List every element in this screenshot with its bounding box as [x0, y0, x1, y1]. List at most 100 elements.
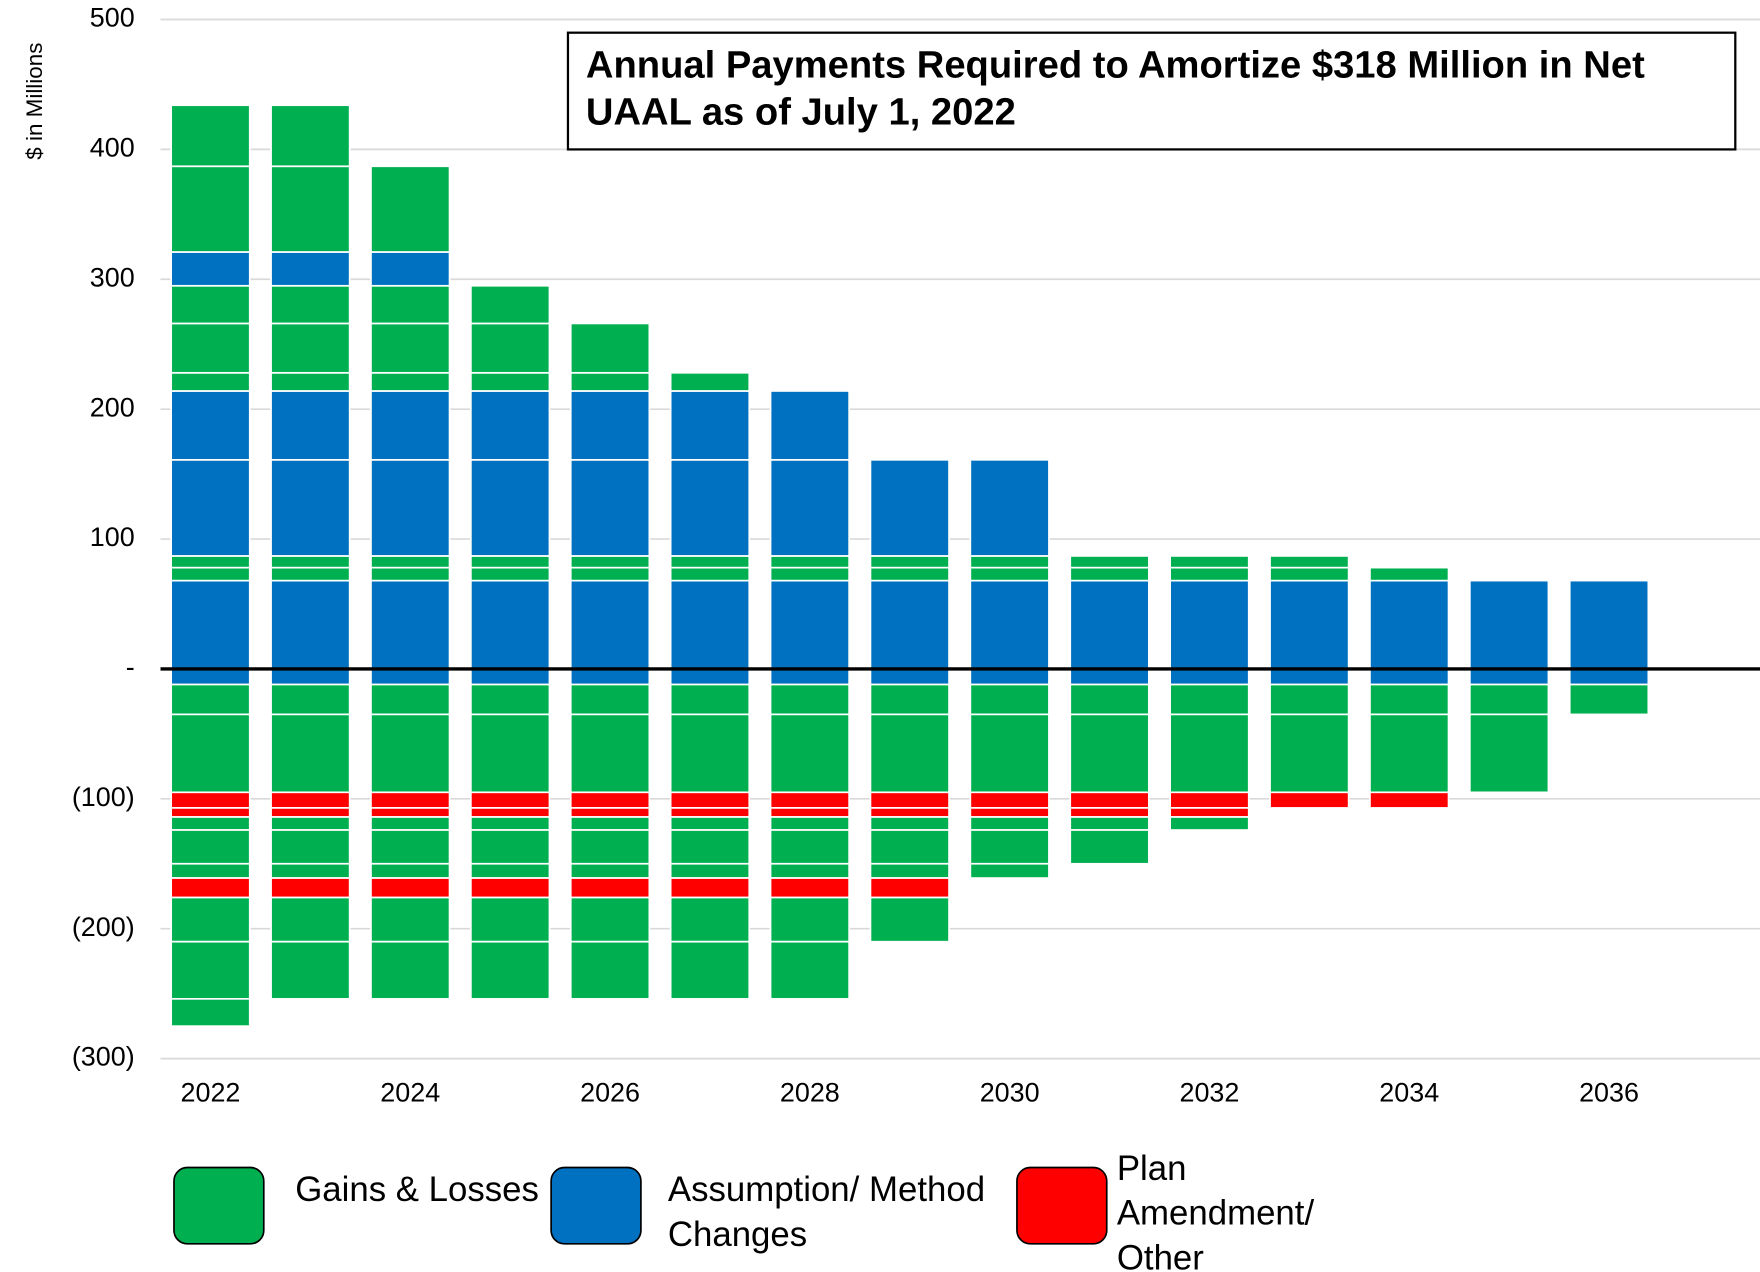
bar-segment — [370, 816, 451, 831]
legend-label: Assumption/ Method Changes — [667, 1169, 986, 1254]
bar-segment — [270, 458, 351, 557]
bar-segment — [470, 829, 551, 865]
bar-segment — [569, 862, 651, 879]
y-tick-label: 400 — [90, 132, 135, 162]
bar-segment — [1469, 579, 1550, 670]
bar-segment — [470, 371, 551, 392]
bar-segment — [569, 940, 651, 1000]
bar-segment — [470, 322, 551, 374]
bar-segment — [569, 555, 651, 569]
bar-segment — [270, 683, 351, 716]
title-box — [566, 31, 1737, 151]
bar-segment — [170, 896, 251, 943]
bar-segment — [1568, 668, 1650, 686]
bars — [170, 104, 1650, 1027]
bar-segment — [869, 566, 950, 582]
bar-segment — [470, 683, 551, 716]
bar-segment — [569, 829, 651, 865]
legend-label-wrap: Assumption/ Method Changes — [667, 1169, 986, 1254]
bar-segment — [569, 322, 651, 374]
bar-segment — [170, 284, 251, 325]
y-tick-label: (100) — [72, 782, 135, 812]
bar-segment — [470, 566, 551, 582]
axes: 500 400 300 200 100 - (100) (200) (300) 2022 2024 2… — [72, 3, 1760, 1108]
bar-segment — [1269, 791, 1350, 809]
bar-segment — [270, 390, 351, 461]
bar-segment — [370, 390, 451, 461]
bar-segment — [1169, 713, 1250, 794]
bar-segment — [470, 555, 551, 569]
bar-segment — [769, 713, 850, 794]
legend-label-wrap: Gains & Losses — [295, 1169, 539, 1210]
bar-segment — [370, 862, 451, 879]
bar-segment — [769, 458, 850, 557]
bar-segment — [170, 458, 251, 557]
bar-segment — [170, 998, 251, 1027]
legend-label-wrap: Plan Amendment/ Other — [1117, 1148, 1314, 1272]
bar-segment — [969, 683, 1050, 716]
bar-segment — [669, 829, 751, 865]
bar-segment — [869, 816, 950, 831]
x-tick-label: 2022 — [181, 1078, 241, 1108]
y-tick-label: (200) — [72, 912, 135, 942]
legend-label: Gains & Losses — [295, 1169, 539, 1210]
bar-segment — [270, 896, 351, 943]
bar-segment — [270, 713, 351, 794]
bar-segment — [1069, 807, 1150, 818]
bar-segment — [669, 555, 751, 569]
bar-segment — [470, 284, 551, 325]
bar-segment — [969, 816, 1050, 831]
bar-segment — [270, 104, 351, 168]
bar-segment — [170, 829, 251, 865]
bar-segment — [1169, 683, 1250, 716]
bar-segment — [769, 579, 850, 670]
bar-segment — [1269, 579, 1350, 670]
bar-segment — [370, 877, 451, 899]
legend-swatch — [1016, 1166, 1108, 1245]
bar-segment — [1169, 791, 1250, 809]
x-tick-label: 2036 — [1579, 1078, 1639, 1108]
bar-segment — [1169, 555, 1250, 569]
bar-segment — [470, 816, 551, 831]
bar-segment — [170, 322, 251, 374]
bar-segment — [370, 791, 451, 809]
bar-segment — [1469, 713, 1550, 794]
bar-segment — [669, 940, 751, 1000]
bar-segment — [170, 877, 251, 899]
bar-segment — [270, 807, 351, 818]
bar-segment — [969, 579, 1050, 670]
bar-segment — [769, 877, 850, 899]
bar-segment — [669, 458, 751, 557]
bar-segment — [769, 390, 850, 461]
bar-segment — [470, 713, 551, 794]
bar-segment — [170, 566, 251, 582]
bar-segment — [1269, 683, 1350, 716]
bar-segment — [470, 862, 551, 879]
bar-segment — [470, 668, 551, 686]
bar-segment — [1069, 791, 1150, 809]
bar-segment — [769, 862, 850, 879]
bar-segment — [569, 458, 651, 557]
bar-segment — [669, 566, 751, 582]
bar-segment — [669, 816, 751, 831]
bar-segment — [869, 791, 950, 809]
x-tick-label: 2030 — [980, 1078, 1040, 1108]
x-tick-label: 2024 — [380, 1078, 440, 1108]
bar-segment — [769, 566, 850, 582]
bar-segment — [170, 940, 251, 1000]
bar-segment — [969, 829, 1050, 865]
bar-segment — [869, 555, 950, 569]
bar-segment — [370, 896, 451, 943]
bar-segment — [1069, 566, 1150, 582]
bar-segment — [470, 940, 551, 1000]
bar-segment — [1369, 791, 1450, 809]
bar-segment — [1069, 829, 1150, 865]
bar-segment — [1369, 683, 1450, 716]
bar-segment — [1568, 683, 1650, 716]
bar-segment — [769, 940, 850, 1000]
bar-segment — [869, 458, 950, 557]
bar-segment — [370, 284, 451, 325]
y-axis-label: $ in Millions — [22, 43, 47, 160]
bar-segment — [270, 668, 351, 686]
